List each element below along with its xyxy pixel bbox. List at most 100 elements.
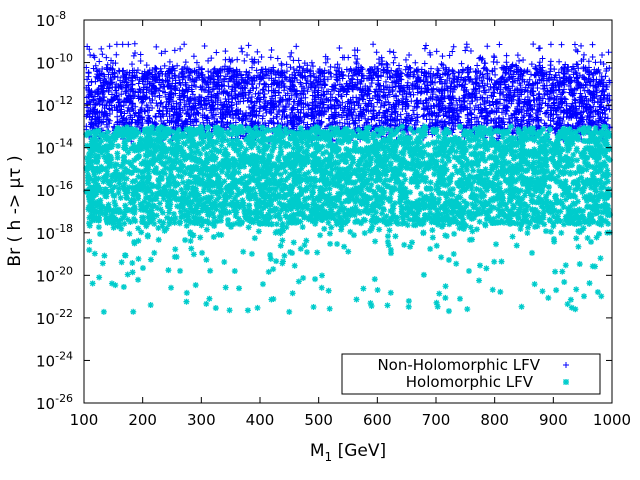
non-holomorphic-point [512,107,519,114]
non-holomorphic-point [152,113,159,120]
non-holomorphic-point [88,79,95,86]
non-holomorphic-point [106,43,113,50]
non-holomorphic-point [450,43,457,50]
non-holomorphic-point [421,45,428,52]
non-holomorphic-point [274,55,281,62]
non-holomorphic-point [547,41,554,48]
non-holomorphic-point [456,69,463,76]
non-holomorphic-point [258,53,265,60]
non-holomorphic-point [502,111,509,118]
non-holomorphic-point [370,41,377,48]
non-holomorphic-point [155,87,162,94]
holomorphic-points [83,123,613,315]
non-holomorphic-point [386,48,393,55]
non-holomorphic-point [558,41,565,48]
non-holomorphic-point [524,68,531,75]
non-holomorphic-point [483,66,490,73]
non-holomorphic-point [390,49,397,56]
non-holomorphic-point [577,90,584,97]
non-holomorphic-point [606,64,613,71]
non-holomorphic-point [578,42,585,49]
non-holomorphic-point [338,114,345,121]
non-holomorphic-point [245,42,252,49]
non-holomorphic-point [536,59,543,66]
non-holomorphic-point [449,67,456,74]
non-holomorphic-point [281,84,288,91]
non-holomorphic-point [345,54,352,61]
non-holomorphic-point [290,57,297,64]
non-holomorphic-point [323,96,330,103]
non-holomorphic-point [229,57,236,64]
holomorphic-point [352,139,359,146]
non-holomorphic-point [435,113,442,120]
non-holomorphic-point [602,73,609,80]
non-holomorphic-point [503,52,510,59]
non-holomorphic-point [117,109,124,116]
non-holomorphic-point [256,80,263,87]
non-holomorphic-point [131,40,138,47]
holomorphic-point [470,167,477,174]
non-holomorphic-point [295,57,302,64]
non-holomorphic-point [117,77,124,84]
non-holomorphic-point [201,43,208,50]
non-holomorphic-point [402,56,409,63]
non-holomorphic-point [503,85,510,92]
non-holomorphic-point [404,79,411,86]
non-holomorphic-point [213,49,220,56]
non-holomorphic-point [449,48,456,55]
non-holomorphic-point [137,58,144,65]
non-holomorphic-point [268,46,275,53]
non-holomorphic-point [433,48,440,55]
non-holomorphic-point [589,54,596,61]
non-holomorphic-point [205,57,212,64]
non-holomorphic-point [592,59,599,66]
non-holomorphic-point [281,87,288,94]
non-holomorphic-point [514,52,521,59]
non-holomorphic-point [254,48,261,55]
non-holomorphic-point [99,51,106,58]
non-holomorphic-point [390,59,397,66]
non-holomorphic-point [498,109,505,116]
non-holomorphic-point [256,108,263,115]
non-holomorphic-point [292,72,299,79]
non-holomorphic-point [307,73,314,80]
non-holomorphic-point [505,115,512,122]
non-holomorphic-point [125,41,132,48]
non-holomorphic-point [491,81,498,88]
non-holomorphic-point [494,59,501,66]
non-holomorphic-point [381,102,388,109]
non-holomorphic-point [253,84,260,91]
non-holomorphic-point [310,120,317,127]
holomorphic-point [319,150,326,157]
non-holomorphic-point [177,45,184,52]
non-holomorphic-point [359,96,366,103]
non-holomorphic-point [95,86,102,93]
non-holomorphic-point [182,59,189,66]
non-holomorphic-point [496,41,503,48]
non-holomorphic-point [153,113,160,120]
non-holomorphic-point [198,65,205,72]
non-holomorphic-point [539,55,546,62]
non-holomorphic-point [587,82,594,89]
non-holomorphic-point [345,73,352,80]
non-holomorphic-point [244,52,251,59]
non-holomorphic-point [179,70,186,77]
non-holomorphic-point [559,90,566,97]
non-holomorphic-point [278,62,285,69]
non-holomorphic-point [515,97,522,104]
non-holomorphic-point [382,78,389,85]
non-holomorphic-point [190,53,197,60]
non-holomorphic-point [223,121,230,128]
non-holomorphic-point [181,97,188,104]
non-holomorphic-point [528,61,535,68]
non-holomorphic-point [153,43,160,50]
non-holomorphic-point [360,92,367,99]
non-holomorphic-point [336,45,343,52]
non-holomorphic-point [157,65,164,72]
non-holomorphic-point [605,102,612,109]
non-holomorphic-point [378,60,385,67]
non-holomorphic-point [297,80,304,87]
non-holomorphic-point [531,103,538,110]
non-holomorphic-point [423,42,430,49]
